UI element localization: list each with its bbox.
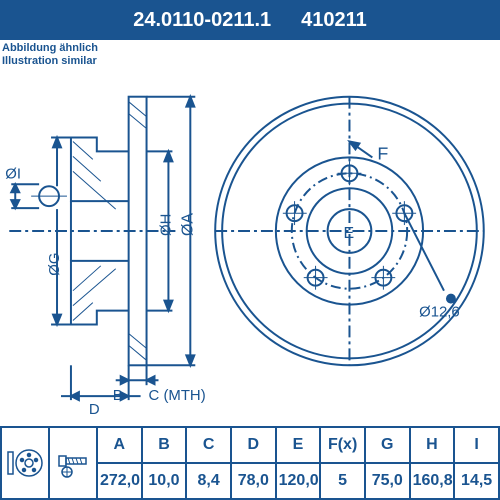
label-C: C (MTH) <box>149 387 206 404</box>
disc-icon-cell <box>1 427 49 499</box>
val-B: 10,0 <box>142 463 187 499</box>
val-A: 272,0 <box>97 463 142 499</box>
col-A: A <box>97 427 142 463</box>
disc-icon <box>5 448 45 478</box>
label-D: D <box>89 401 100 418</box>
col-I: I <box>454 427 499 463</box>
val-E: 120,0 <box>276 463 321 499</box>
val-G: 75,0 <box>365 463 410 499</box>
label-E: E <box>344 225 355 242</box>
val-F: 5 <box>320 463 365 499</box>
val-C: 8,4 <box>186 463 231 499</box>
dimension-table: A B C D E F(x) G H I 272,0 10,0 8,4 78,0… <box>0 426 500 500</box>
col-G: G <box>365 427 410 463</box>
val-I: 14,5 <box>454 463 499 499</box>
technical-drawing: F E Ø12,6 <box>0 42 500 420</box>
col-F: F(x) <box>320 427 365 463</box>
side-view: ØI ØA ØH ØG <box>5 97 205 418</box>
label-H: ØH <box>157 214 174 236</box>
part-number-secondary: 410211 <box>301 9 367 32</box>
col-E: E <box>276 427 321 463</box>
col-D: D <box>231 427 276 463</box>
table-header-row: A B C D E F(x) G H I <box>1 427 499 463</box>
label-F: F <box>377 143 388 163</box>
val-D: 78,0 <box>231 463 276 499</box>
label-bolt-dia: Ø12,6 <box>419 304 460 321</box>
bolt-icon-cell <box>49 427 97 499</box>
col-C: C <box>186 427 231 463</box>
front-view: F E Ø12,6 <box>215 97 484 366</box>
val-H: 160,8 <box>410 463 455 499</box>
label-G: ØG <box>46 253 63 276</box>
part-number-primary: 24.0110-0211.1 <box>133 9 271 32</box>
col-H: H <box>410 427 455 463</box>
header-bar: 24.0110-0211.1 410211 <box>0 0 500 40</box>
col-B: B <box>142 427 187 463</box>
label-A: ØA <box>179 213 196 236</box>
label-I: ØI <box>5 165 21 182</box>
bolt-icon <box>53 448 93 478</box>
